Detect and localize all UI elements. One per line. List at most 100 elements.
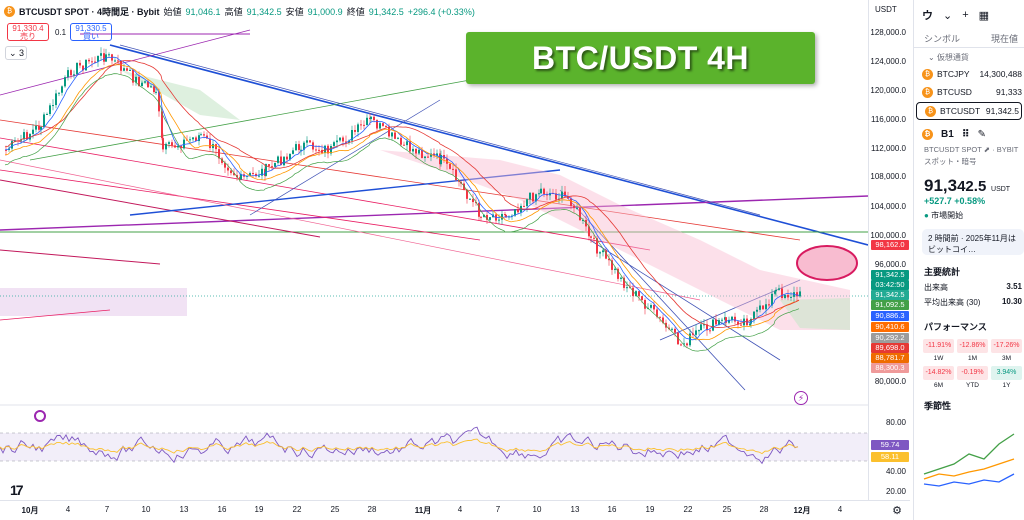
rsi-indicator-icon[interactable] <box>34 410 46 422</box>
candle-body <box>55 93 57 106</box>
watchlist-row[interactable]: ₿ BTCUSDT 91,342.5 <box>916 102 1022 120</box>
watchlist-group[interactable]: ⌄ 仮想通貨 <box>928 53 969 62</box>
candle-body <box>274 162 276 167</box>
candle-body <box>35 125 37 130</box>
price-tick-label: 104,000.0 <box>870 202 906 211</box>
candle-body <box>88 59 90 62</box>
candle-body <box>218 149 220 159</box>
seasonality-title: 季節性 <box>924 401 952 411</box>
candle-body <box>700 324 702 331</box>
candle-body <box>46 113 48 115</box>
time-axis[interactable]: 10月 4 7 10 13 16 19 22 25 28 11月 4 7 10 13 16 19 22 25 28 12… <box>0 500 910 520</box>
candle-body <box>379 123 381 129</box>
layout-icon[interactable]: ▦ <box>978 9 990 22</box>
symbol-detail-header: ₿ B1 ⠿ ✎ <box>914 121 1024 144</box>
highlight-ellipse <box>796 245 858 281</box>
seasonality-chart[interactable] <box>914 414 1024 494</box>
candle-body <box>756 309 758 312</box>
candle-body <box>768 304 770 306</box>
title-banner: BTC/USDT 4H <box>466 32 815 84</box>
candle-body <box>403 144 405 146</box>
candle-body <box>155 91 157 93</box>
performance-value: -11.91% <box>923 339 954 353</box>
add-icon[interactable]: + <box>962 9 969 21</box>
candle-body <box>546 194 548 196</box>
candle-body <box>168 142 170 144</box>
candle-body <box>472 198 474 203</box>
performance-cell[interactable]: -11.91% 1W <box>923 339 954 362</box>
news-item[interactable]: 2 時間前 · 2025年11月はビットコイ… <box>922 229 1024 255</box>
candle-body <box>158 91 160 112</box>
candle-body <box>750 318 752 324</box>
avg-volume-row: 平均出来高 (30) 10.30 <box>924 297 1022 307</box>
candle-body <box>596 238 598 254</box>
candle-body <box>150 86 152 88</box>
chart-area[interactable]: ₿ BTCUSDT SPOT · 4時間足 · Bybit 始値 91,046.1… <box>0 0 868 500</box>
trend-line <box>0 159 701 301</box>
sell-button[interactable]: 91,330.4 売り <box>7 23 49 41</box>
watchlist-title[interactable]: ウ <box>922 10 933 22</box>
candle-body <box>129 69 131 71</box>
gear-icon[interactable]: ⚙ <box>892 505 902 517</box>
candle-body <box>108 54 110 56</box>
grid-icon[interactable]: ⠿ <box>961 129 970 140</box>
candle-body <box>737 321 739 325</box>
candle-body <box>230 170 232 174</box>
flash-icon[interactable]: ⚡ <box>794 391 808 405</box>
candle-body <box>265 164 267 176</box>
candle-body <box>132 69 134 83</box>
candle-body <box>650 305 652 308</box>
watchlist-row[interactable]: ₿ BTCUSD 91,333 <box>914 83 1024 101</box>
candle-body <box>478 202 480 217</box>
candle-body <box>418 149 420 154</box>
performance-cell[interactable]: -12.86% 1M <box>957 339 988 362</box>
trend-line <box>119 44 761 216</box>
candle-body <box>366 117 368 126</box>
performance-cell[interactable]: -17.26% 3M <box>991 339 1022 362</box>
buy-button[interactable]: 91,330.5 買い <box>70 23 112 41</box>
column-price[interactable]: 現在値 <box>990 34 1018 44</box>
tradingview-logo[interactable]: 17 <box>10 482 24 498</box>
candle-body <box>659 316 661 318</box>
chevron-down-icon[interactable]: ⌄ <box>943 9 953 22</box>
candle-body <box>775 289 777 292</box>
candle-body <box>683 343 685 345</box>
candle-body <box>749 323 751 326</box>
candle-body <box>638 291 640 297</box>
price-chart-canvas[interactable] <box>0 0 868 500</box>
symbol-title[interactable]: BTCUSDT SPOT · 4時間足 · Bybit <box>19 7 160 17</box>
candle-body <box>189 139 191 141</box>
watchlist-symbol: BTCJPY <box>937 69 970 79</box>
candle-body <box>421 149 423 159</box>
candle-body <box>686 343 688 346</box>
price-axis[interactable]: USDT 128,000.0 124,000.0 120,000.0 116,000.… <box>868 0 910 500</box>
candle-body <box>82 65 84 71</box>
performance-cell[interactable]: -0.19% YTD <box>957 366 988 389</box>
watchlist-row[interactable]: ₿ BTCJPY 14,300,488 <box>914 65 1024 83</box>
candle-body <box>298 144 300 150</box>
price-marker-label: 98,162.0 <box>871 240 909 250</box>
watchlist-toolbar: ウ ⌄ + ▦ <box>914 0 1024 30</box>
candle-body <box>38 125 40 130</box>
candle-body <box>529 192 531 200</box>
candle-body <box>620 277 622 279</box>
candle-body <box>289 153 291 160</box>
performance-cell[interactable]: -14.82% 6M <box>923 366 954 389</box>
moving-average-line <box>4 60 800 328</box>
column-symbol[interactable]: シンボル <box>924 34 961 44</box>
candle-body <box>796 292 798 297</box>
candle-body <box>165 143 167 150</box>
performance-cell[interactable]: 3.94% 1Y <box>991 366 1022 389</box>
candle-body <box>268 164 270 167</box>
price-tick-label: 120,000.0 <box>870 86 906 95</box>
candle-body <box>138 76 140 87</box>
moving-average-line <box>4 64 800 340</box>
candle-body <box>718 320 720 325</box>
edit-icon[interactable]: ✎ <box>977 129 986 140</box>
candle-body <box>671 328 673 330</box>
candle-body <box>424 156 426 159</box>
candle-body <box>14 140 16 142</box>
indicator-toggle[interactable]: ⌄ 3 <box>5 46 27 60</box>
time-tick-label: 12月 <box>793 506 811 515</box>
axis-currency[interactable]: USDT <box>875 5 897 14</box>
